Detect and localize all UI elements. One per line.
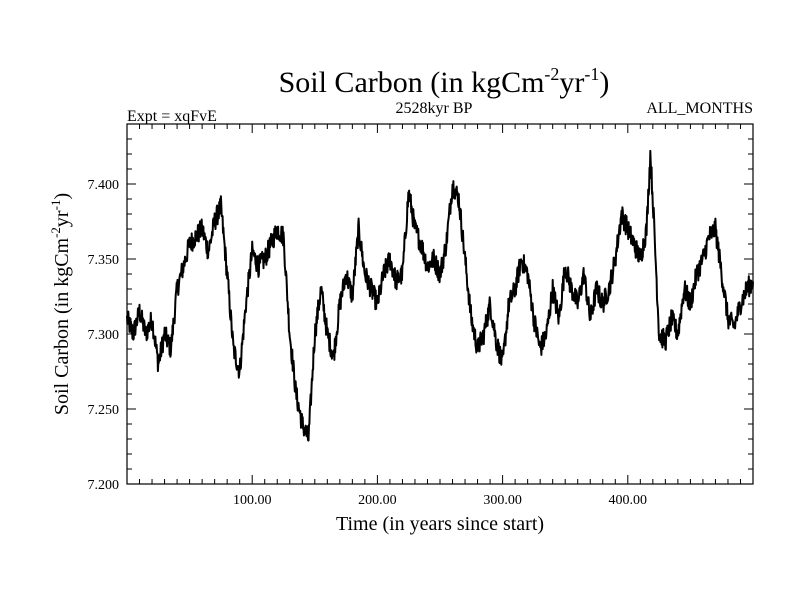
x-tick-label: 400.00: [609, 493, 648, 508]
period-label: 2528kyr BP: [396, 100, 473, 117]
y-tick-label: 7.200: [88, 478, 120, 493]
axis-ticks: [127, 124, 753, 484]
chart-title: Soil Carbon (in kgCm-2yr-1): [279, 64, 610, 99]
months-label: ALL_MONTHS: [646, 100, 753, 117]
axis-tick-labels: 100.00 200.00 300.00 400.00 7.200 7.250 7.300 7…: [88, 178, 648, 508]
y-tick-label: 7.250: [88, 403, 120, 418]
y-axis-label: Soil Carbon (in kgCm-2yr-1): [48, 193, 73, 415]
x-tick-label: 200.00: [358, 493, 397, 508]
x-tick-label: 100.00: [233, 493, 272, 508]
soil-carbon-series-line: [126, 149, 754, 442]
y-tick-label: 7.350: [88, 253, 120, 268]
y-tick-label: 7.400: [88, 178, 120, 193]
plot-frame: [126, 123, 754, 485]
experiment-label: Expt = xqFvE: [127, 108, 217, 125]
x-axis-label: Time (in years since start): [336, 513, 544, 535]
y-tick-label: 7.300: [88, 328, 120, 343]
x-tick-label: 300.00: [483, 493, 522, 508]
